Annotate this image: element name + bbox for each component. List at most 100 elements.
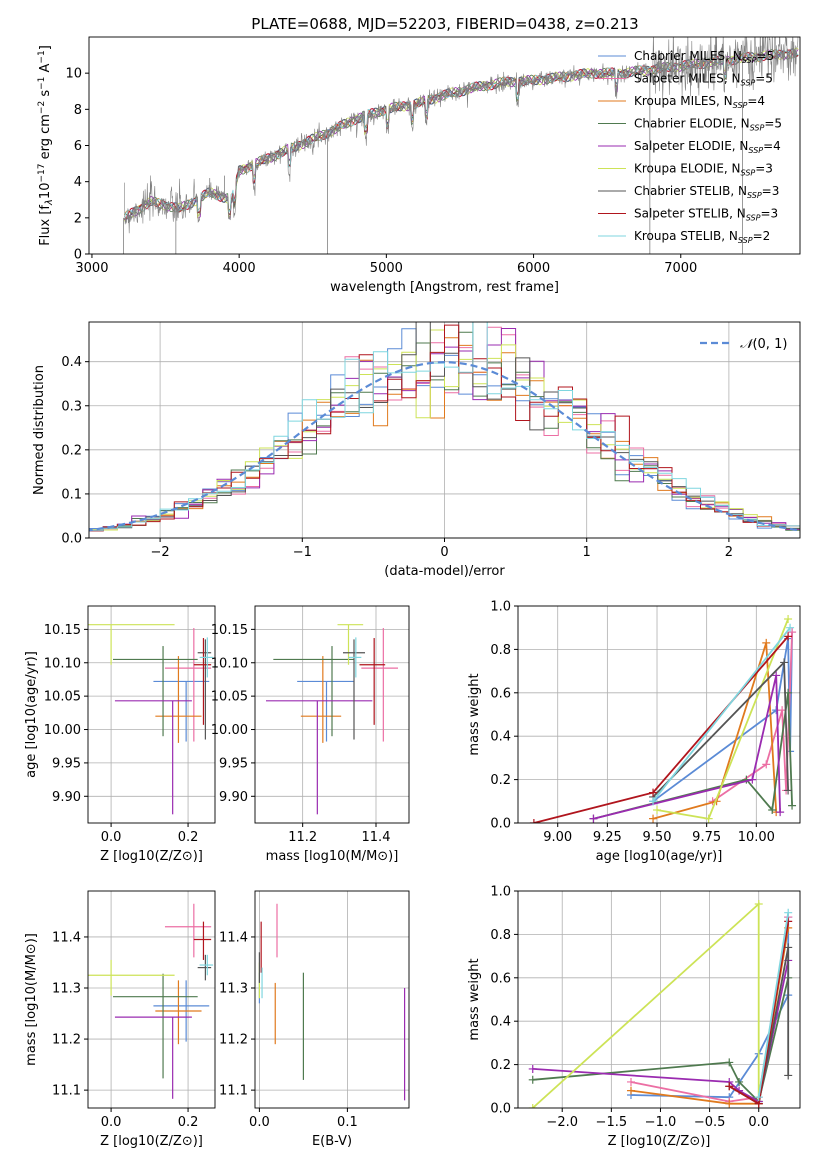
y-tick-label: 10.05 <box>44 690 81 705</box>
mass-weight-line <box>656 618 789 820</box>
x-axis-label: age [log10(age/yr)] <box>596 849 723 864</box>
mass-weight-line <box>652 642 778 820</box>
subscript: SSP <box>741 79 756 88</box>
residual-histogram <box>89 322 800 535</box>
y-tick-label: 9.90 <box>219 790 248 805</box>
y-tick-label: 0.4 <box>490 730 511 745</box>
mass-weight-marker <box>528 1075 537 1084</box>
mass-weight-marker <box>725 1082 734 1091</box>
axes-frame <box>254 605 410 824</box>
y-tick-label: 1.0 <box>490 885 511 900</box>
x-tick-label: 1 <box>583 545 591 560</box>
mass-weight-marker <box>649 788 658 797</box>
y-tick-label: 0.0 <box>61 532 82 547</box>
mass-weight-marker <box>784 632 793 641</box>
y-tick-label: 9.95 <box>52 756 81 771</box>
y-tick-label: 0.8 <box>490 643 511 658</box>
mass-weight-marker <box>788 801 797 810</box>
y-tick-label: 10.15 <box>211 623 248 638</box>
subscript: SSP <box>733 101 748 110</box>
x-tick-label: 11.4 <box>362 830 391 845</box>
mass-weight-vs-age-panel: 9.00 9.25 9.50 9.75 10.00 0.0 0.2 0.4 0.6 0.8 1.0 a… <box>467 600 801 864</box>
mass-weight-marker <box>528 1104 537 1108</box>
mass-weight-line <box>757 912 790 1098</box>
y-tick-label: 0.4 <box>490 1015 511 1030</box>
gaussian-curve <box>89 360 800 532</box>
mass-weight-marker <box>784 943 793 952</box>
mass-weight-marker <box>725 1058 734 1067</box>
x-tick-label: −2 <box>151 545 170 560</box>
mass-weight-marker <box>725 1099 734 1108</box>
x-tick-label: 6000 <box>517 261 550 276</box>
mass-weight-marker <box>772 671 781 680</box>
y-tick-label: 6 <box>74 139 82 154</box>
y-tick-label: 8 <box>74 103 82 118</box>
mass-weight-marker <box>780 658 789 667</box>
y-tick-label: 11.4 <box>219 930 248 945</box>
x-tick-label: 9.25 <box>593 830 622 845</box>
residuals-panel: −2 −1 0 1 2 0.0 0.1 0.2 0.3 0.4 (data-model)/error… <box>32 321 801 579</box>
mass-weight-marker <box>626 1086 635 1095</box>
x-tick-label: 0.0 <box>101 830 122 845</box>
subscript: SSP <box>746 214 761 223</box>
y-tick-label: 11.1 <box>219 1084 248 1099</box>
x-tick-label: 0.0 <box>101 1115 122 1130</box>
x-tick-label: −2.0 <box>546 1115 578 1130</box>
mass-weight-marker <box>589 814 598 823</box>
y-tick-label: 11.1 <box>52 1084 81 1099</box>
legend-label: Salpeter STELIB, NSSP=3 <box>634 207 778 223</box>
x-tick-label: −1.0 <box>645 1115 677 1130</box>
spectrum-panel: 3000 4000 5000 6000 7000 0 2 4 6 8 10 wavelength [A… <box>37 36 801 295</box>
mass-weight-marker <box>735 1077 744 1086</box>
legend-value: =5 <box>755 72 773 86</box>
y-tick-label: 11.2 <box>52 1033 81 1048</box>
legend-label: Kroupa STELIB, NSSP=2 <box>634 229 770 245</box>
y-tick-label: 0.0 <box>490 817 511 832</box>
plot-area <box>528 900 793 1108</box>
y-tick-label: 4 <box>74 175 82 190</box>
plot-area <box>88 903 214 1099</box>
y-tick-label: 9.90 <box>52 790 81 805</box>
mass-weight-marker <box>786 623 795 632</box>
mass-weight-line <box>593 675 781 820</box>
x-tick-label: 0.2 <box>178 1115 199 1130</box>
x-axis-label: Z [log10(Z/Z⊙)] <box>100 849 203 864</box>
x-tick-label: 10.00 <box>738 830 775 845</box>
y-axis-label: mass weight <box>467 673 482 755</box>
y-axis-label: mass weight <box>467 958 482 1040</box>
x-axis-label: wavelength [Angstrom, rest frame] <box>330 280 559 295</box>
y-axis-label: Flux [fλ10−17 erg cm−2 s−1 A−1] <box>37 45 55 246</box>
mass-weight-vs-metallicity-panel: −2.0 −1.5 −1.0 −0.5 0.0 0.0 0.2 0.4 0.6 0.8 1.0 Z [… <box>467 885 801 1149</box>
x-axis-label: mass [log10(M/M⊙)] <box>266 849 399 864</box>
x-tick-label: −1 <box>293 545 312 560</box>
figure-title: PLATE=0688, MJD=52203, FIBERID=0438, z=0… <box>251 15 638 33</box>
y-tick-label: 0.2 <box>61 443 82 458</box>
legend-label: Kroupa ELODIE, NSSP=3 <box>634 162 773 178</box>
x-tick-label: 4000 <box>223 261 256 276</box>
mass-weight-marker <box>748 775 757 784</box>
x-tick-label: −1.5 <box>596 1115 628 1130</box>
plot-area <box>89 322 800 535</box>
subscript: SSP <box>738 236 753 245</box>
mass-weight-marker <box>649 814 658 823</box>
y-tick-label: 0 <box>74 248 82 263</box>
mass-weight-marker <box>788 628 797 637</box>
y-tick-label: 0.2 <box>490 773 511 788</box>
legend-label: Chabrier STELIB, NSSP=3 <box>634 184 779 200</box>
observed-spectrum-line <box>124 37 799 234</box>
legend-value: =4 <box>763 139 781 153</box>
mass-weight-marker <box>768 805 777 814</box>
y-tick-label: 0.8 <box>490 928 511 943</box>
mass-weight-marker <box>784 786 793 795</box>
x-tick-label: 0 <box>440 545 448 560</box>
axes-frame <box>517 605 801 824</box>
x-tick-label: 7000 <box>664 261 697 276</box>
mass-weight-marker <box>784 917 793 926</box>
legend-label: Salpeter ELODIE, NSSP=4 <box>634 139 781 155</box>
legend-value: =2 <box>753 229 771 243</box>
x-axis-label: Z [log10(Z/Z⊙)] <box>100 1134 203 1149</box>
y-tick-label: 10.10 <box>44 656 81 671</box>
legend-label: Salpeter MILES, NSSP=5 <box>634 72 773 88</box>
legend-value: =3 <box>755 162 773 176</box>
